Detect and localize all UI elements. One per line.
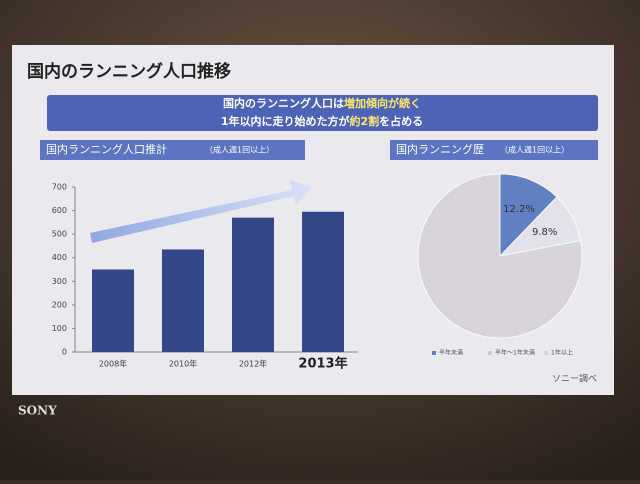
section-header <box>40 140 305 160</box>
slide-title: 国内のランニング人口推移 <box>27 61 231 82</box>
banner-segment: 約2割 <box>350 114 380 128</box>
banner-line: 国内のランニング人口は増加傾向が続く <box>223 96 421 110</box>
legend-label: 半年～1年未満 <box>495 349 535 357</box>
x-tick-label: 2010年 <box>169 359 197 369</box>
y-tick-label: 300 <box>52 277 67 286</box>
data-label: 12.2% <box>503 204 535 215</box>
y-tick-label: 200 <box>52 300 67 309</box>
banner <box>47 95 598 131</box>
trend-arrow <box>90 180 312 243</box>
y-tick-label: 600 <box>52 206 67 215</box>
y-tick-label: 100 <box>52 324 67 333</box>
legend-swatch <box>488 351 492 355</box>
y-tick-label: 400 <box>52 253 67 262</box>
x-tick-label: 2013年 <box>298 356 347 372</box>
bar <box>162 249 204 352</box>
source: ソニー調べ <box>552 373 597 385</box>
bar <box>232 217 274 352</box>
pie-slice <box>499 173 558 257</box>
x-tick-label: 2012年 <box>239 359 267 369</box>
banner-line: 1年以内に走り始めた方が約2割を占める <box>221 114 423 128</box>
legend-label: 半年未満 <box>439 349 463 357</box>
legend-swatch <box>432 351 436 355</box>
legend-label: 1年以上 <box>551 349 573 357</box>
banner-segment: 国内のランニング人口は <box>223 96 344 110</box>
chart-title: 国内ランニング歴 <box>396 142 484 156</box>
chart-subtitle: （成人週1回以上） <box>205 145 274 155</box>
y-tick-label: 0 <box>62 348 67 357</box>
chart-subtitle: （成人週1回以上） <box>500 145 569 155</box>
pie-slice <box>417 173 583 339</box>
banner-segment: 1年以内に走り始めた方が <box>221 114 350 128</box>
banner-segment: を占める <box>379 114 423 128</box>
chart-title: 国内ランニング人口推計 <box>46 142 167 156</box>
y-tick-label: 700 <box>52 183 67 192</box>
data-label: 9.8% <box>532 227 557 238</box>
section-header <box>390 140 598 160</box>
bar <box>302 211 344 352</box>
x-tick-label: 2008年 <box>99 359 127 369</box>
bar <box>92 269 134 352</box>
banner-segment: 増加傾向が続く <box>344 96 421 110</box>
brand-logo: SONY <box>18 404 57 418</box>
legend-swatch <box>544 351 548 355</box>
y-tick-label: 500 <box>52 230 67 239</box>
